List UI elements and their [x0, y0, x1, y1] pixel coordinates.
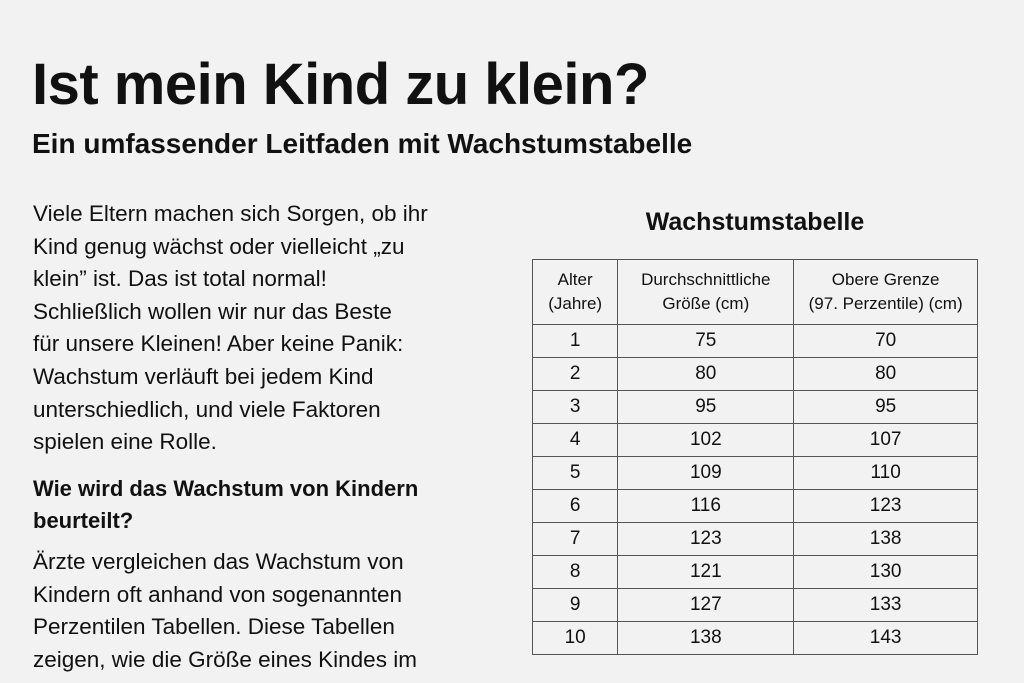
table-header-row: Alter (Jahre) Durchschnittliche Größe (cm) O… [531, 259, 978, 325]
intro-paragraph: Viele Eltern machen sich Sorgen, ob ihr K… [33, 198, 493, 459]
table-cell: 3 [531, 390, 619, 424]
table-cell: 80 [617, 357, 795, 391]
text-line: Schließlich wollen wir nur das Beste [33, 298, 392, 324]
header-line: Alter [557, 270, 593, 289]
table-cell: 121 [617, 555, 795, 589]
text-line: beurteilt? [33, 508, 134, 534]
table-row: 8 121 130 [531, 555, 978, 589]
text-line: Viele Eltern machen sich Sorgen, ob ihr [33, 201, 428, 226]
table-cell: 109 [617, 456, 795, 490]
table-cell: 5 [531, 456, 619, 490]
column-header: Durchschnittliche Größe (cm) [617, 259, 795, 325]
column-header: Obere Grenze (97. Perzentile) (cm) [793, 259, 978, 325]
column-header: Alter (Jahre) [531, 259, 619, 325]
table-cell: 107 [793, 423, 978, 457]
text-line: Kindern oft anhand von sogenannten [33, 581, 403, 607]
table-row: 6 116 123 [531, 489, 978, 523]
table-cell: 10 [531, 621, 619, 655]
table-cell: 4 [531, 423, 619, 457]
text-line: Wie wird das Wachstum von Kindern [33, 475, 419, 501]
table-cell: 130 [793, 555, 978, 589]
text-line: Perzentilen Tabellen. Diese Tabellen [33, 614, 395, 640]
table-cell: 75 [617, 324, 795, 358]
text-line: spielen eine Rolle. [33, 429, 217, 455]
table-cell: 70 [793, 324, 978, 358]
article-text: Viele Eltern machen sich Sorgen, ob ihr K… [33, 198, 493, 676]
table-row: 9 127 133 [531, 588, 978, 622]
table-row: 5 109 110 [531, 456, 978, 490]
header-line: Durchschnittliche [641, 270, 771, 289]
text-line: unterschiedlich, und viele Faktoren [33, 396, 381, 422]
table-cell: 138 [617, 621, 795, 655]
text-line: zeigen, wie die Größe eines Kindes im [33, 646, 417, 672]
table-cell: 143 [793, 621, 978, 655]
table-row: 3 95 95 [531, 390, 978, 424]
growth-table: Alter (Jahre) Durchschnittliche Größe (cm) O… [531, 259, 978, 655]
table-cell: 6 [531, 489, 619, 523]
table-row: 4 102 107 [531, 423, 978, 457]
table-cell: 8 [531, 555, 619, 589]
table-cell: 116 [617, 489, 795, 523]
table-cell: 1 [531, 324, 619, 358]
table-cell: 138 [793, 522, 978, 556]
table-cell: 127 [617, 588, 795, 622]
table-cell: 102 [617, 423, 795, 457]
header-line: Größe (cm) [662, 294, 750, 313]
text-line: Ärzte vergleichen das Wachstum von [33, 548, 404, 574]
table-cell: 110 [793, 456, 978, 490]
text-line: Wachstum verläuft bei jedem Kind [33, 363, 374, 389]
table-row: 2 80 80 [531, 357, 978, 391]
header-line: (Jahre) [548, 294, 603, 313]
table-title: Wachstumstabelle [645, 208, 865, 236]
header-line: Obere Grenze [831, 270, 940, 289]
table-cell: 123 [617, 522, 795, 556]
text-line: für unsere Kleinen! Aber keine Panik: [33, 331, 404, 357]
table-cell: 133 [793, 588, 978, 622]
text-line: klein” ist. Das ist total normal! [33, 266, 327, 292]
table-cell: 123 [793, 489, 978, 523]
section-paragraph: Ärzte vergleichen das Wachstum von Kinder… [33, 546, 493, 676]
text-line: Kind genug wächst oder vielleicht „zu [33, 233, 405, 259]
table-cell: 95 [617, 390, 795, 424]
table-row: 10 138 143 [531, 621, 978, 655]
table-cell: 9 [531, 588, 619, 622]
table-row: 7 123 138 [531, 522, 978, 556]
page-subtitle: Ein umfassender Leitfaden mit Wachstumst… [32, 128, 693, 159]
table-row: 1 75 70 [531, 324, 978, 358]
header-line: (97. Perzentile) (cm) [808, 294, 963, 313]
table-cell: 80 [793, 357, 978, 391]
table-cell: 95 [793, 390, 978, 424]
section-heading: Wie wird das Wachstum von Kindern beurtei… [33, 473, 493, 538]
table-cell: 7 [531, 522, 619, 556]
page-title: Ist mein Kind zu klein? [32, 52, 649, 117]
table-cell: 2 [531, 357, 619, 391]
